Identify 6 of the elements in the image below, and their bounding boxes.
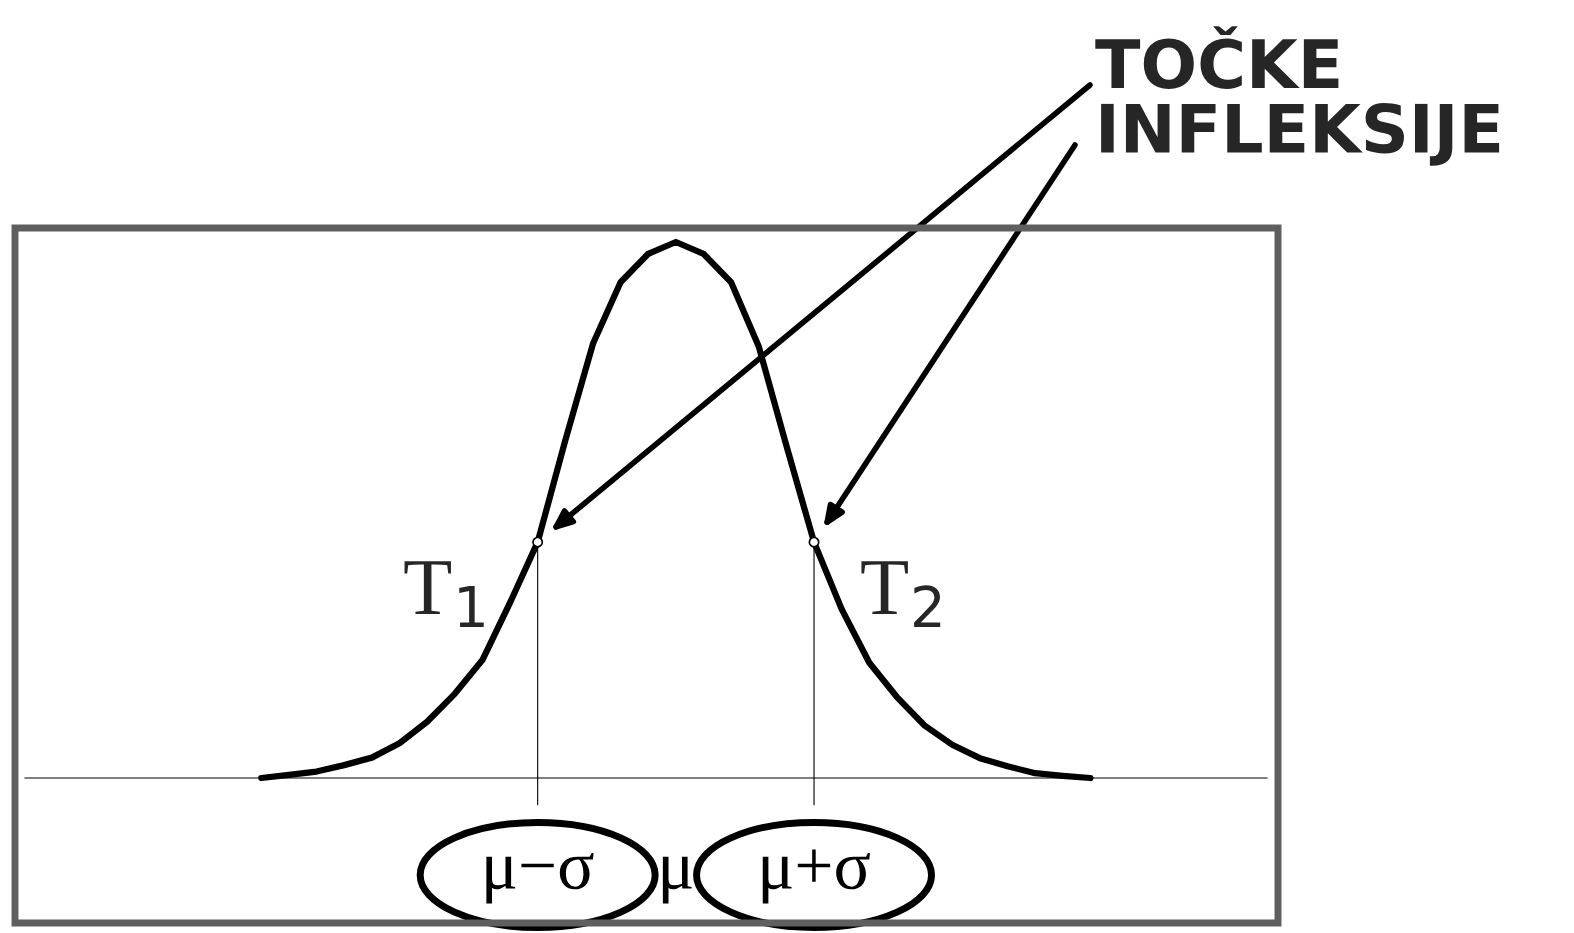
x-tick-label: μ−σ xyxy=(486,853,594,904)
annotation: T$_{1}$ xyxy=(404,561,484,628)
x-tick-label: μ xyxy=(662,856,692,904)
annotation: T$_{2}$ xyxy=(861,561,941,628)
x-tick-label: μ+σ xyxy=(762,849,870,904)
text: TOČKE INFLEKSIJE xyxy=(1095,26,1500,166)
